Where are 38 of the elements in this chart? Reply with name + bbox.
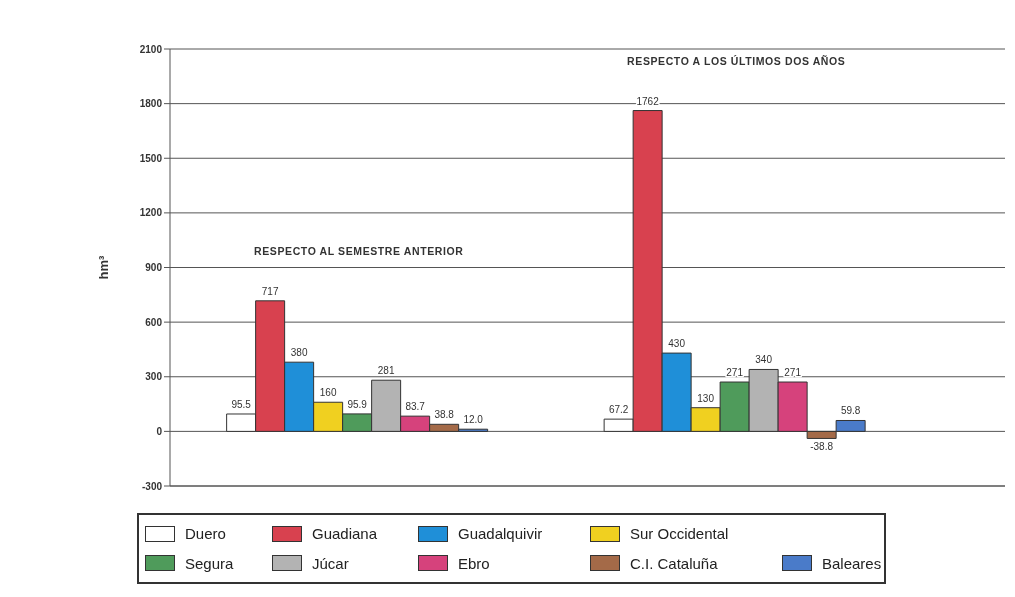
- data-label: 271: [726, 367, 744, 379]
- y-tick-label: -300: [141, 480, 163, 492]
- annotation: RESPECTO A LOS ÚLTIMOS DOS AÑOS: [627, 54, 846, 67]
- data-label: 340: [755, 354, 773, 366]
- data-label: 95.5: [231, 398, 252, 410]
- legend-label: Sur Occidental: [630, 525, 729, 543]
- data-label: 430: [668, 338, 686, 350]
- legend-label: Guadiana: [312, 525, 378, 543]
- data-label: 717: [261, 285, 279, 297]
- y-tick-label: 1500: [139, 152, 163, 164]
- y-tick-label: 900: [145, 262, 163, 274]
- y-tick-label: 2100: [139, 43, 163, 55]
- y-tick-label: 0: [156, 425, 163, 437]
- legend-label: Baleares: [822, 554, 882, 572]
- legend-label: Ebro: [458, 554, 490, 572]
- data-label: 281: [377, 365, 395, 377]
- data-label: 59.8: [840, 405, 861, 417]
- data-label: 380: [290, 347, 308, 359]
- y-tick-label: 1200: [139, 207, 163, 219]
- data-label: 83.7: [405, 401, 426, 413]
- data-label: 95.9: [347, 398, 368, 410]
- y-tick-label: 600: [145, 316, 163, 328]
- data-label: 67.2: [608, 404, 629, 416]
- legend-label: C.I. Cataluña: [630, 554, 718, 572]
- data-label: 12.0: [463, 414, 484, 426]
- legend-label: Segura: [185, 554, 234, 572]
- annotation: RESPECTO AL SEMESTRE ANTERIOR: [254, 244, 464, 257]
- data-label: 38.8: [434, 409, 455, 421]
- data-label: -38.8: [810, 441, 834, 453]
- data-label: 271: [784, 367, 802, 379]
- data-label: 160: [319, 387, 337, 399]
- data-label: 130: [697, 392, 715, 404]
- legend-label: Duero: [185, 525, 226, 543]
- legend-label: Guadalquivir: [458, 525, 543, 543]
- y-tick-label: 300: [145, 371, 163, 383]
- y-axis-title: hm³: [95, 254, 111, 280]
- y-tick-label: 1800: [139, 98, 163, 110]
- legend-label: Júcar: [312, 554, 349, 572]
